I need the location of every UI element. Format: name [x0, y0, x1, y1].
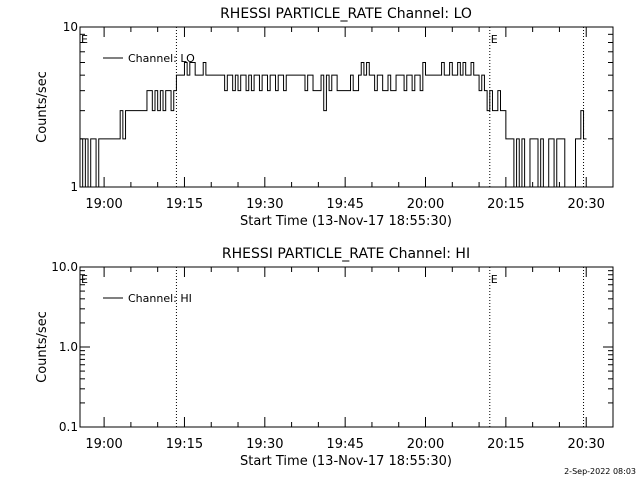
legend-label: Channel: HI: [128, 292, 192, 305]
x-tick-label: 20:30: [567, 197, 604, 212]
y-axis-label: Counts/sec: [35, 311, 50, 383]
plot-frame: [79, 26, 614, 188]
x-tick-label: 20:15: [487, 197, 524, 212]
x-tick-label: 19:45: [326, 197, 363, 212]
x-tick-label: 19:30: [246, 197, 283, 212]
x-tick-label: 20:15: [487, 437, 524, 452]
hi-channel-panel: RHESSI PARTICLE_RATE Channel: HI 0.1 1.0 10…: [35, 246, 614, 469]
lo-channel-panel: RHESSI PARTICLE_RATE Channel: LO 1 10 Count…: [35, 6, 614, 229]
y-tick-label: 10.0: [51, 260, 78, 274]
event-label: E: [491, 273, 498, 286]
y-tick-label: 1.0: [59, 340, 78, 354]
x-tick-label: 19:00: [85, 437, 122, 452]
x-axis-label: Start Time (13-Nov-17 18:55:30): [240, 454, 452, 469]
y-axis-label: Counts/sec: [35, 71, 50, 143]
x-tick-label: 20:00: [407, 197, 444, 212]
chart-title: RHESSI PARTICLE_RATE Channel: HI: [222, 246, 470, 262]
x-tick-label: 19:00: [85, 197, 122, 212]
footer-date: 2-Sep-2022 08:03: [564, 467, 636, 476]
x-tick-label: 20:30: [567, 437, 604, 452]
event-label: E: [491, 33, 498, 46]
chart-title: RHESSI PARTICLE_RATE Channel: LO: [220, 6, 472, 22]
y-tick-label: 10: [63, 20, 78, 34]
x-tick-label: 20:00: [407, 437, 444, 452]
legend-label: Channel: LO: [128, 52, 195, 65]
x-tick-label: 19:30: [246, 437, 283, 452]
event-label: E: [81, 33, 88, 46]
y-tick-label: 0.1: [59, 420, 78, 434]
y-tick-label: 1: [70, 180, 78, 194]
x-axis-label: Start Time (13-Nov-17 18:55:30): [240, 214, 452, 229]
x-tick-label: 19:45: [326, 437, 363, 452]
x-tick-label: 19:15: [166, 437, 203, 452]
x-tick-label: 19:15: [166, 197, 203, 212]
event-label: E: [81, 273, 88, 286]
plot-frame: [79, 266, 614, 428]
data-series-line: [80, 61, 587, 187]
